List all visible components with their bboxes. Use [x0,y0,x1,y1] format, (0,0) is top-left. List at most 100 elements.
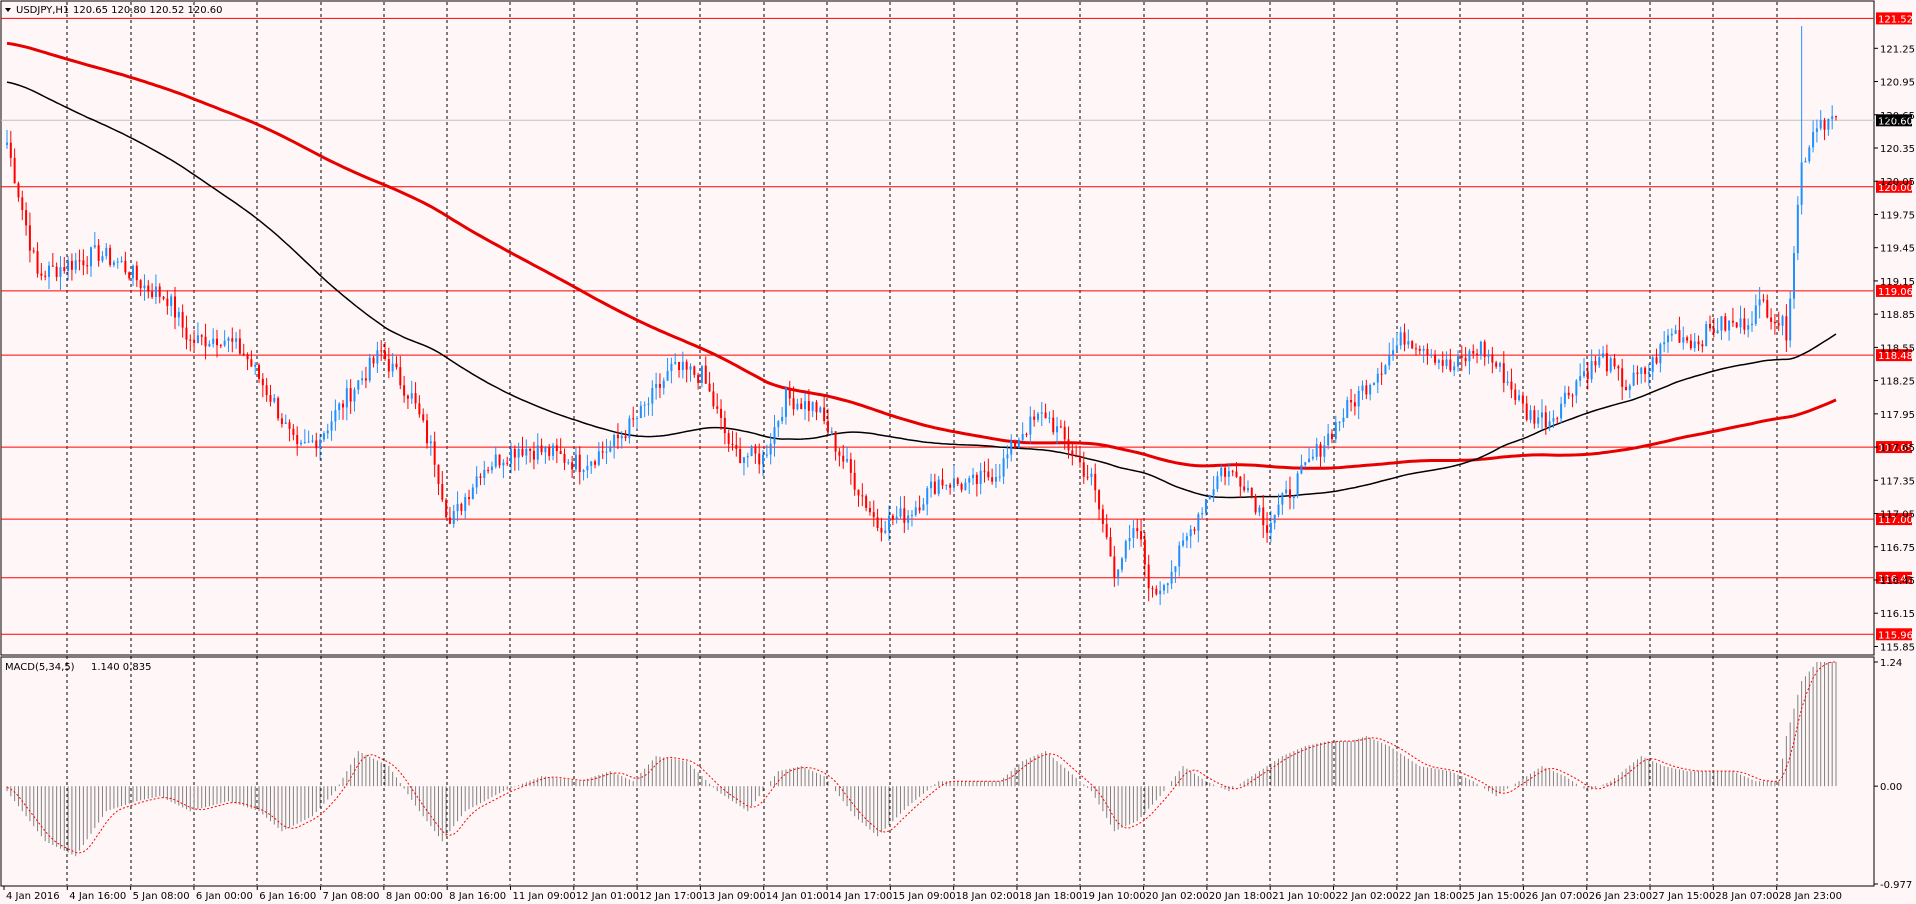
price-tick-label: 118.25 [1880,377,1915,388]
candle-body [723,417,726,434]
candle-body [796,403,799,410]
candle-body [1311,456,1314,459]
candle-body [861,495,864,497]
candle-body [135,265,138,281]
candle-body [712,391,715,407]
candle-body [884,530,887,533]
macd-tick-label: 1.24 [1880,658,1902,669]
candle-body [372,357,375,364]
candle-body [1434,354,1437,363]
candle-body [93,245,96,248]
price-tick-label: 117.65 [1880,443,1915,454]
level-label: 117.65 [1878,443,1913,454]
level-label-box [1876,441,1912,454]
time-tick-label: 20 Jan 18:00 [1209,891,1272,902]
candle-body [964,482,967,490]
candle-body [1342,417,1345,422]
candle-body [1426,348,1429,356]
candle-body [1789,298,1792,341]
candle-body [105,247,108,257]
level-label-box [1876,571,1912,584]
candle-body [1262,507,1265,526]
candle-body [1693,341,1696,349]
candle-body [792,398,795,410]
candle-body [1117,569,1120,578]
candle-body [517,449,520,458]
candle-body [13,157,16,184]
price-tick-label: 119.45 [1880,244,1915,255]
candle-body [1632,372,1635,386]
candle-body [1636,372,1639,375]
candle-body [208,343,211,347]
candle-body [395,363,398,368]
candle-body [838,451,841,456]
candle-body [1273,514,1276,523]
candle-body [498,454,501,466]
candle-body [17,183,20,198]
candle-body [1831,116,1834,120]
candle-body [384,351,387,360]
candle-body [910,514,913,516]
candle-body [899,508,902,517]
candle-body [277,397,280,419]
candle-body [601,451,604,453]
time-tick-label: 28 Jan 23:00 [1779,891,1842,902]
candle-body [1067,439,1070,451]
candle-body [1537,417,1540,424]
macd-tick-label: 0.00 [1880,782,1902,793]
candle-body [830,431,833,433]
candle-body [922,504,925,511]
candle-body [1579,376,1582,381]
candle-body [903,508,906,523]
candle-body [1686,337,1689,341]
candle-body [784,388,787,417]
candle-body [1605,353,1608,372]
candle-body [1437,360,1440,363]
price-tick-label: 119.15 [1880,277,1915,288]
candle-body [1277,504,1280,515]
candle-body [1105,524,1108,538]
candle-body [525,448,528,456]
candle-body [261,378,264,386]
candle-body [1048,417,1051,419]
candle-body [1460,356,1463,358]
candle-body [368,357,371,381]
candle-body [693,366,696,375]
candle-body [468,497,471,499]
candle-body [1430,354,1433,356]
candle-body [647,403,650,405]
candle-body [1392,350,1395,356]
candle-body [1033,416,1036,420]
candle-body [1567,392,1570,396]
candle-body [1766,299,1769,318]
candle-body [196,335,199,344]
candle-body [1651,357,1654,372]
candle-body [639,405,642,419]
candle-body [1624,386,1627,391]
time-tick-label: 22 Jan 18:00 [1399,891,1462,902]
candle-body [1472,350,1475,354]
candle-body [1728,320,1731,331]
chart-menu-icon[interactable] [5,8,11,12]
ma-slow-line [6,41,1837,470]
price-tick-label: 116.45 [1880,576,1915,587]
candle-body [403,385,406,396]
candle-body [1056,426,1059,433]
candle-body [949,484,952,488]
candle-body [1609,358,1612,372]
candle-body [1670,333,1673,336]
price-axis: 121.25 120.95 120.65 120.35 120.05 119.75 119.… [1874,44,1915,653]
candle-body [452,511,455,524]
candle-body [487,469,490,471]
candle-body [998,476,1001,478]
candle-body [1682,337,1685,343]
candle-body [1025,434,1028,436]
candle-body [563,453,566,463]
candle-body [643,404,646,406]
candle-body [1613,358,1616,367]
candle-body [742,457,745,463]
candle-body [513,449,516,458]
candle-body [807,401,810,411]
level-label: 118.48 [1878,351,1913,362]
candle-body [1174,566,1177,572]
